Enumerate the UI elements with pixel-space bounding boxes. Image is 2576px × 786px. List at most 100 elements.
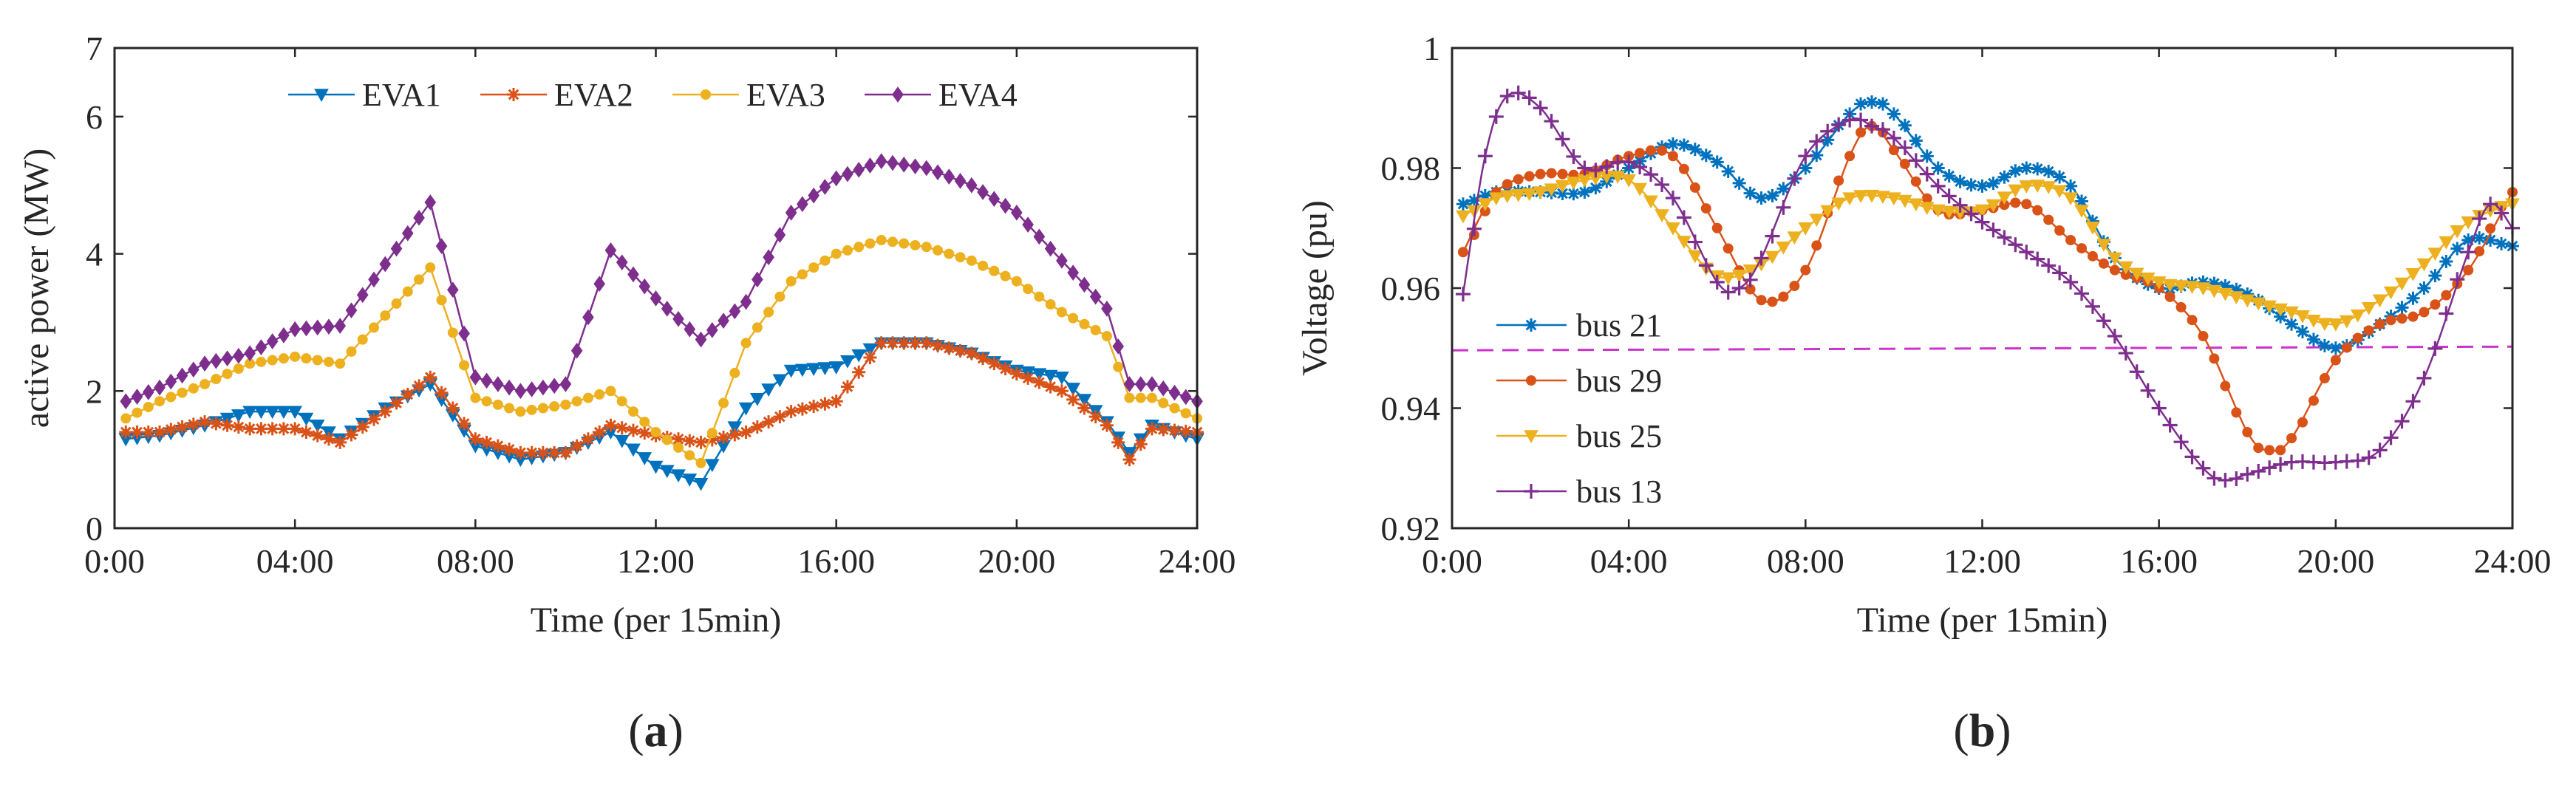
point-eva4-69 bbox=[898, 157, 910, 173]
point-eva2-83 bbox=[1054, 384, 1069, 398]
point-eva3-69 bbox=[899, 238, 910, 249]
point-bus-21-2 bbox=[1478, 188, 1492, 202]
point-bus-21-28 bbox=[1765, 189, 1779, 203]
point-eva2-46 bbox=[638, 426, 652, 440]
point-bus-21-26 bbox=[1743, 186, 1757, 200]
point-eva2-75 bbox=[964, 346, 978, 360]
point-eva2-65 bbox=[852, 365, 866, 379]
point-bus-29-83 bbox=[2374, 318, 2385, 329]
point-eva4-78 bbox=[999, 197, 1012, 214]
point-eva3-58 bbox=[774, 291, 786, 302]
panel-a-legend: EVA1 EVA2 EVA3 EVA4 bbox=[288, 77, 1018, 113]
point-eva4-52 bbox=[706, 322, 718, 338]
point-eva3-93 bbox=[1169, 403, 1180, 414]
legend-label: EVA1 bbox=[362, 77, 441, 113]
point-eva2-77 bbox=[987, 357, 1001, 371]
point-bus-25-54 bbox=[2052, 185, 2067, 199]
point-eva3-63 bbox=[831, 248, 842, 259]
point-eva2-25 bbox=[401, 387, 415, 401]
point-bus-21-56 bbox=[2075, 194, 2089, 208]
point-bus-25-47 bbox=[1974, 204, 1990, 218]
point-eva2-13 bbox=[265, 422, 279, 436]
point-eva2-0 bbox=[119, 426, 133, 439]
legend-label: EVA3 bbox=[746, 77, 825, 113]
point-eva4-89 bbox=[1123, 376, 1136, 392]
point-bus-21-79 bbox=[2328, 341, 2342, 355]
point-eva2-86 bbox=[1088, 410, 1103, 424]
point-bus-13-27 bbox=[1754, 250, 1769, 266]
point-eva2-1 bbox=[130, 426, 144, 439]
point-bus-25-60 bbox=[2118, 261, 2133, 275]
point-eva3-62 bbox=[820, 255, 831, 266]
point-bus-13-24 bbox=[1720, 284, 1736, 300]
point-bus-21-75 bbox=[2285, 317, 2299, 331]
point-eva3-56 bbox=[752, 322, 763, 333]
x-tick-label: 20:00 bbox=[2297, 542, 2374, 580]
point-eva1-58 bbox=[772, 374, 788, 388]
panel-a-y-axis-title: active power (MW) bbox=[17, 148, 56, 428]
point-eva4-40 bbox=[570, 342, 583, 359]
legend-label: EVA4 bbox=[938, 77, 1018, 113]
point-bus-25-30 bbox=[1787, 231, 1802, 245]
point-bus-13-12 bbox=[1588, 163, 1604, 178]
point-eva4-75 bbox=[965, 177, 978, 194]
point-bus-21-20 bbox=[1677, 138, 1691, 152]
point-bus-13-85 bbox=[2394, 414, 2410, 429]
point-eva3-29 bbox=[447, 327, 458, 338]
point-eva4-76 bbox=[977, 184, 989, 200]
point-bus-13-84 bbox=[2383, 430, 2399, 445]
point-eva2-23 bbox=[378, 405, 392, 419]
point-bus-21-92 bbox=[2473, 231, 2487, 245]
point-eva2-64 bbox=[840, 380, 854, 394]
point-bus-21-22 bbox=[1699, 148, 1713, 163]
point-bus-13-88 bbox=[2427, 341, 2443, 356]
point-eva3-70 bbox=[910, 239, 921, 250]
point-eva4-68 bbox=[887, 154, 899, 171]
point-eva3-75 bbox=[966, 255, 977, 266]
point-eva3-77 bbox=[989, 265, 1000, 276]
point-bus-13-36 bbox=[1853, 112, 1869, 128]
point-eva2-5 bbox=[175, 420, 189, 434]
point-eva3-31 bbox=[470, 392, 481, 403]
point-eva1-10 bbox=[231, 409, 246, 423]
point-eva2-36 bbox=[525, 445, 539, 459]
point-eva3-36 bbox=[526, 404, 537, 415]
point-eva1-14 bbox=[276, 406, 291, 420]
point-bus-29-67 bbox=[2198, 331, 2209, 341]
point-bus-29-70 bbox=[2231, 407, 2242, 418]
series-bus-13 bbox=[1455, 85, 2520, 488]
panel-b-x-ticks: 0:00 04:00 08:00 12:00 16:00 20:00 24:00 bbox=[1422, 48, 2551, 580]
point-bus-13-19 bbox=[1665, 191, 1680, 206]
point-bus-13-61 bbox=[2129, 364, 2144, 380]
x-tick-label: 04:00 bbox=[256, 542, 334, 580]
point-bus-29-39 bbox=[1888, 145, 1899, 156]
point-eva3-8 bbox=[211, 374, 222, 385]
point-eva1-85 bbox=[1077, 394, 1092, 407]
point-bus-25-14 bbox=[1610, 171, 1626, 184]
point-eva4-47 bbox=[650, 290, 662, 307]
point-bus-29-85 bbox=[2396, 313, 2408, 324]
point-eva1-60 bbox=[795, 363, 810, 377]
point-bus-25-61 bbox=[2129, 267, 2144, 281]
point-eva3-54 bbox=[729, 367, 740, 378]
legend-item-bus-29: bus 29 bbox=[1496, 363, 1662, 399]
point-bus-29-86 bbox=[2408, 311, 2419, 322]
point-bus-13-40 bbox=[1897, 140, 1912, 156]
point-eva4-38 bbox=[548, 377, 560, 394]
point-eva2-58 bbox=[773, 410, 787, 424]
panel-a-plot-area bbox=[118, 153, 1204, 491]
point-eva4-32 bbox=[480, 372, 493, 389]
point-bus-25-57 bbox=[2085, 222, 2100, 235]
point-eva4-49 bbox=[672, 310, 684, 327]
point-bus-13-53 bbox=[2041, 258, 2057, 273]
y-tick-label: 0.92 bbox=[1381, 510, 1441, 547]
point-eva2-32 bbox=[480, 435, 494, 449]
point-bus-13-83 bbox=[2372, 442, 2388, 458]
point-bus-29-5 bbox=[1513, 174, 1524, 185]
point-bus-21-12 bbox=[1589, 181, 1603, 195]
point-eva3-38 bbox=[549, 401, 560, 412]
point-eva3-61 bbox=[808, 262, 820, 273]
point-eva1-47 bbox=[648, 460, 664, 474]
point-eva4-25 bbox=[401, 225, 414, 242]
point-bus-13-62 bbox=[2140, 383, 2156, 398]
